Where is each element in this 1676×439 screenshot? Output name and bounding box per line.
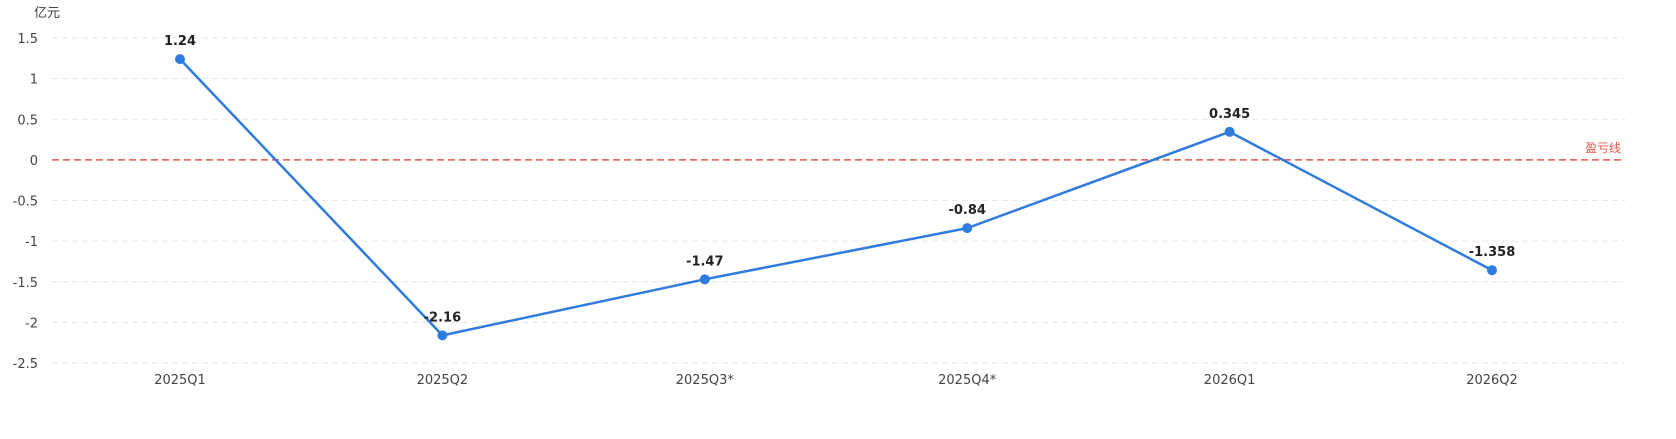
axis-layer: 亿元 1.5 1 0.5 0 -0.5 -1 -1.5 -2 -2.5 2025Q1 2025Q2 20… — [13, 6, 1518, 388]
y-tick-label: -1.5 — [13, 276, 38, 291]
data-value-label: -1.47 — [686, 254, 723, 269]
data-value-label: -1.358 — [1469, 245, 1516, 260]
y-tick-label: -0.5 — [13, 195, 38, 210]
series-layer — [175, 54, 1497, 341]
x-tick-label: 2026Q1 — [1204, 373, 1256, 388]
reference-line-layer: 盈亏线 — [52, 141, 1625, 161]
y-axis-unit-label: 亿元 — [34, 6, 60, 21]
y-tick-label: -1 — [25, 235, 38, 250]
breakeven-reference-label: 盈亏线 — [1585, 141, 1621, 155]
y-tick-label: 0.5 — [17, 113, 38, 128]
data-value-label: 1.24 — [164, 34, 196, 49]
data-point[interactable] — [175, 54, 185, 65]
series-line — [179, 58, 1493, 337]
data-point[interactable] — [962, 223, 973, 234]
x-tick-label: 2026Q2 — [1466, 373, 1518, 388]
y-tick-label: 1 — [30, 73, 38, 88]
y-tick-label: 0 — [30, 154, 38, 169]
data-point[interactable] — [437, 330, 448, 341]
y-tick-label: -2 — [25, 316, 38, 331]
grid-layer — [52, 37, 1625, 364]
x-tick-label: 2025Q2 — [417, 373, 469, 388]
x-tick-label: 2025Q1 — [154, 373, 206, 388]
y-tick-label: 1.5 — [17, 32, 38, 47]
data-point[interactable] — [699, 274, 710, 285]
data-point[interactable] — [1224, 126, 1235, 137]
data-value-label: 0.345 — [1209, 107, 1250, 122]
x-tick-label: 2025Q3* — [676, 373, 735, 388]
y-tick-label: -2.5 — [13, 357, 38, 372]
data-value-label: -0.84 — [948, 203, 985, 218]
data-label-layer: 1.24 -2.16 -1.47 -0.84 0.345 -1.358 — [164, 34, 1515, 325]
data-value-label: -2.16 — [424, 310, 461, 325]
data-point[interactable] — [1487, 265, 1497, 276]
x-tick-label: 2025Q4* — [938, 373, 997, 388]
